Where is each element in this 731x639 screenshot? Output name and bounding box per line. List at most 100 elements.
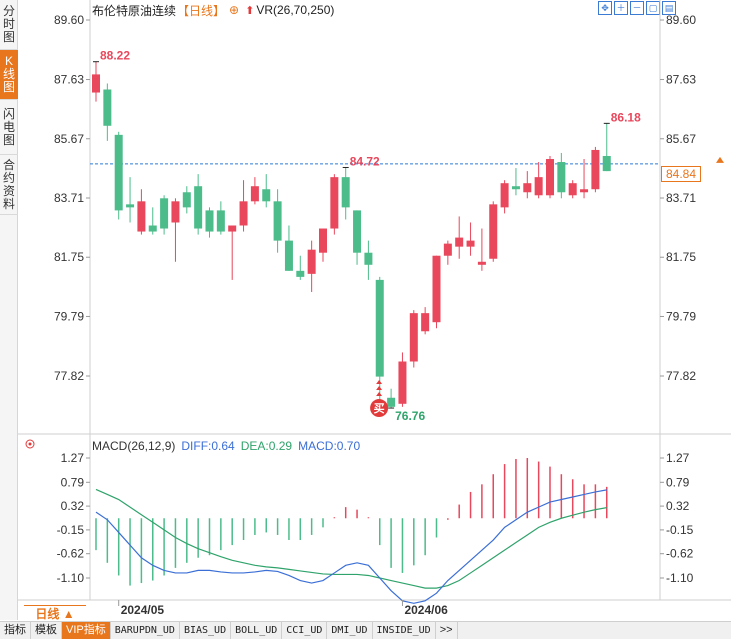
- buy-arrow-icon: [376, 386, 383, 391]
- tab-time-sharing[interactable]: 分时图: [0, 0, 18, 50]
- recent-high-label: 86.18: [611, 110, 641, 124]
- candle-body: [114, 134, 123, 211]
- candle-body: [421, 313, 430, 332]
- candle-body: [500, 183, 509, 208]
- candle-body: [489, 204, 498, 259]
- candle-body: [523, 183, 532, 193]
- tab-templates[interactable]: 模板: [31, 622, 62, 639]
- tab-vip-indicators[interactable]: VIP指标: [62, 622, 111, 639]
- candle-body: [239, 201, 248, 226]
- candle-body: [284, 240, 293, 271]
- tab-label: 合约资料: [2, 157, 15, 211]
- price-flag-icon: [716, 156, 724, 163]
- candle-body: [319, 228, 327, 253]
- macd-axis-label-left: 1.27: [61, 451, 85, 465]
- macd-axis-label-left: -1.10: [57, 571, 85, 585]
- price-axis-label-right: 77.82: [666, 369, 696, 383]
- candle-body: [602, 155, 611, 172]
- candle-body: [511, 186, 520, 190]
- chart-header: 布伦特原油连续 【日线】 ⊕ ⬆ VR(26,70,250): [92, 2, 334, 18]
- candle-body: [148, 225, 157, 232]
- chart-grid: [18, 0, 731, 601]
- candle-body: [477, 261, 486, 265]
- macd-axis-label-right: 1.27: [666, 451, 690, 465]
- candle-body: [160, 198, 169, 229]
- candle-body: [273, 201, 282, 241]
- macd-diff-value: DIFF:0.64: [181, 439, 235, 453]
- tab-barupdn[interactable]: BARUPDN_UD: [111, 622, 180, 639]
- kline-chart[interactable]: 89.60 89.60 87.63 87.63 85.67 85.67 83.71 83.71…: [0, 0, 731, 620]
- vr-indicator-label[interactable]: VR(26,70,250): [256, 3, 335, 17]
- tab-inside[interactable]: INSIDE_UD: [373, 622, 436, 639]
- tab-cci[interactable]: CCI_UD: [282, 622, 328, 639]
- candle-body: [409, 313, 418, 362]
- macd-axis-label-right: 0.79: [666, 475, 690, 489]
- period-label[interactable]: 【日线】: [177, 3, 226, 18]
- candle-body: [137, 201, 146, 232]
- candle-body: [557, 162, 566, 193]
- candles: [92, 61, 611, 409]
- macd-axis-label-right: -0.15: [666, 523, 694, 537]
- add-indicator-icon[interactable]: ⊕: [229, 3, 240, 17]
- price-axis-label-left: 89.60: [54, 13, 84, 27]
- tab-dmi[interactable]: DMI_UD: [327, 622, 373, 639]
- candle-body: [387, 397, 396, 407]
- candle-body: [568, 183, 577, 196]
- price-axis-label-left: 87.63: [54, 73, 84, 87]
- candle-body: [92, 74, 100, 93]
- price-axis-label-right: 85.67: [666, 132, 696, 146]
- tab-boll[interactable]: BOLL_UD: [231, 622, 283, 639]
- settings-icon[interactable]: ▤: [662, 1, 676, 15]
- candle-body: [228, 225, 237, 232]
- candle-body: [296, 270, 305, 277]
- zoom-in-icon[interactable]: ＋: [614, 1, 628, 15]
- left-tab-bar: 分时图 K线图 闪电图 合约资料: [0, 0, 18, 620]
- candle-body: [126, 204, 135, 208]
- instrument-name: 布伦特原油连续: [92, 3, 177, 18]
- price-axis-label-right: 89.60: [666, 13, 696, 27]
- macd-axis-label-left: -0.15: [57, 523, 85, 537]
- candle-body: [307, 249, 316, 274]
- candle-body: [580, 189, 589, 193]
- macd-axis-label-right: -1.10: [666, 571, 694, 585]
- price-axis-label-left: 85.67: [54, 132, 84, 146]
- indicator-tab-bar: 指标 模板 VIP指标 BARUPDN_UD BIAS_UD BOLL_UD C…: [0, 621, 731, 639]
- candle-body: [330, 177, 339, 229]
- macd-value: MACD:0.70: [298, 439, 361, 453]
- candle-body: [171, 201, 180, 223]
- tab-flash[interactable]: 闪电图: [0, 100, 18, 155]
- candle-body: [205, 210, 214, 232]
- buy-badge-label: 买: [374, 402, 385, 415]
- period-selector[interactable]: 日线 ▲: [24, 605, 86, 621]
- overlay-arrow-icon[interactable]: ⬆: [245, 4, 255, 17]
- date-label: 2024/05: [121, 603, 165, 617]
- macd-axis-label-right: -0.62: [666, 547, 694, 561]
- tab-label: K线图: [2, 54, 15, 94]
- tab-label: 闪电图: [2, 106, 15, 147]
- candle-body: [364, 252, 373, 265]
- tab-kline[interactable]: K线图: [0, 50, 18, 100]
- tab-indicators[interactable]: 指标: [0, 622, 31, 639]
- tab-contract-info[interactable]: 合约资料: [0, 155, 18, 215]
- candle-body: [398, 361, 407, 404]
- macd-settings-icon-dot: [28, 442, 32, 446]
- macd-axis-label-left: 0.79: [61, 475, 85, 489]
- tab-label: 分时图: [2, 4, 15, 44]
- macd-axis-label-left: 0.32: [61, 499, 85, 513]
- more-tabs-button[interactable]: >>: [436, 622, 458, 639]
- buy-arrow-icon: [376, 392, 383, 397]
- zoom-out-icon[interactable]: －: [630, 1, 644, 15]
- macd-params[interactable]: MACD(26,12,9): [92, 439, 176, 453]
- buy-arrow-icon: [376, 380, 383, 385]
- tab-bias[interactable]: BIAS_UD: [180, 622, 232, 639]
- candle-body: [534, 177, 543, 196]
- axes: 89.60 89.60 87.63 87.63 85.67 85.67 83.71 83.71…: [25, 13, 724, 617]
- candle-body: [341, 177, 350, 208]
- macd-settings-icon: [25, 439, 35, 449]
- macd-dea-value: DEA:0.29: [240, 439, 293, 453]
- candle-body: [375, 279, 384, 377]
- price-axis-label-right: 81.75: [666, 250, 696, 264]
- dea-line: [95, 488, 607, 589]
- candle-body: [443, 243, 452, 256]
- move-icon[interactable]: ✥: [598, 1, 612, 15]
